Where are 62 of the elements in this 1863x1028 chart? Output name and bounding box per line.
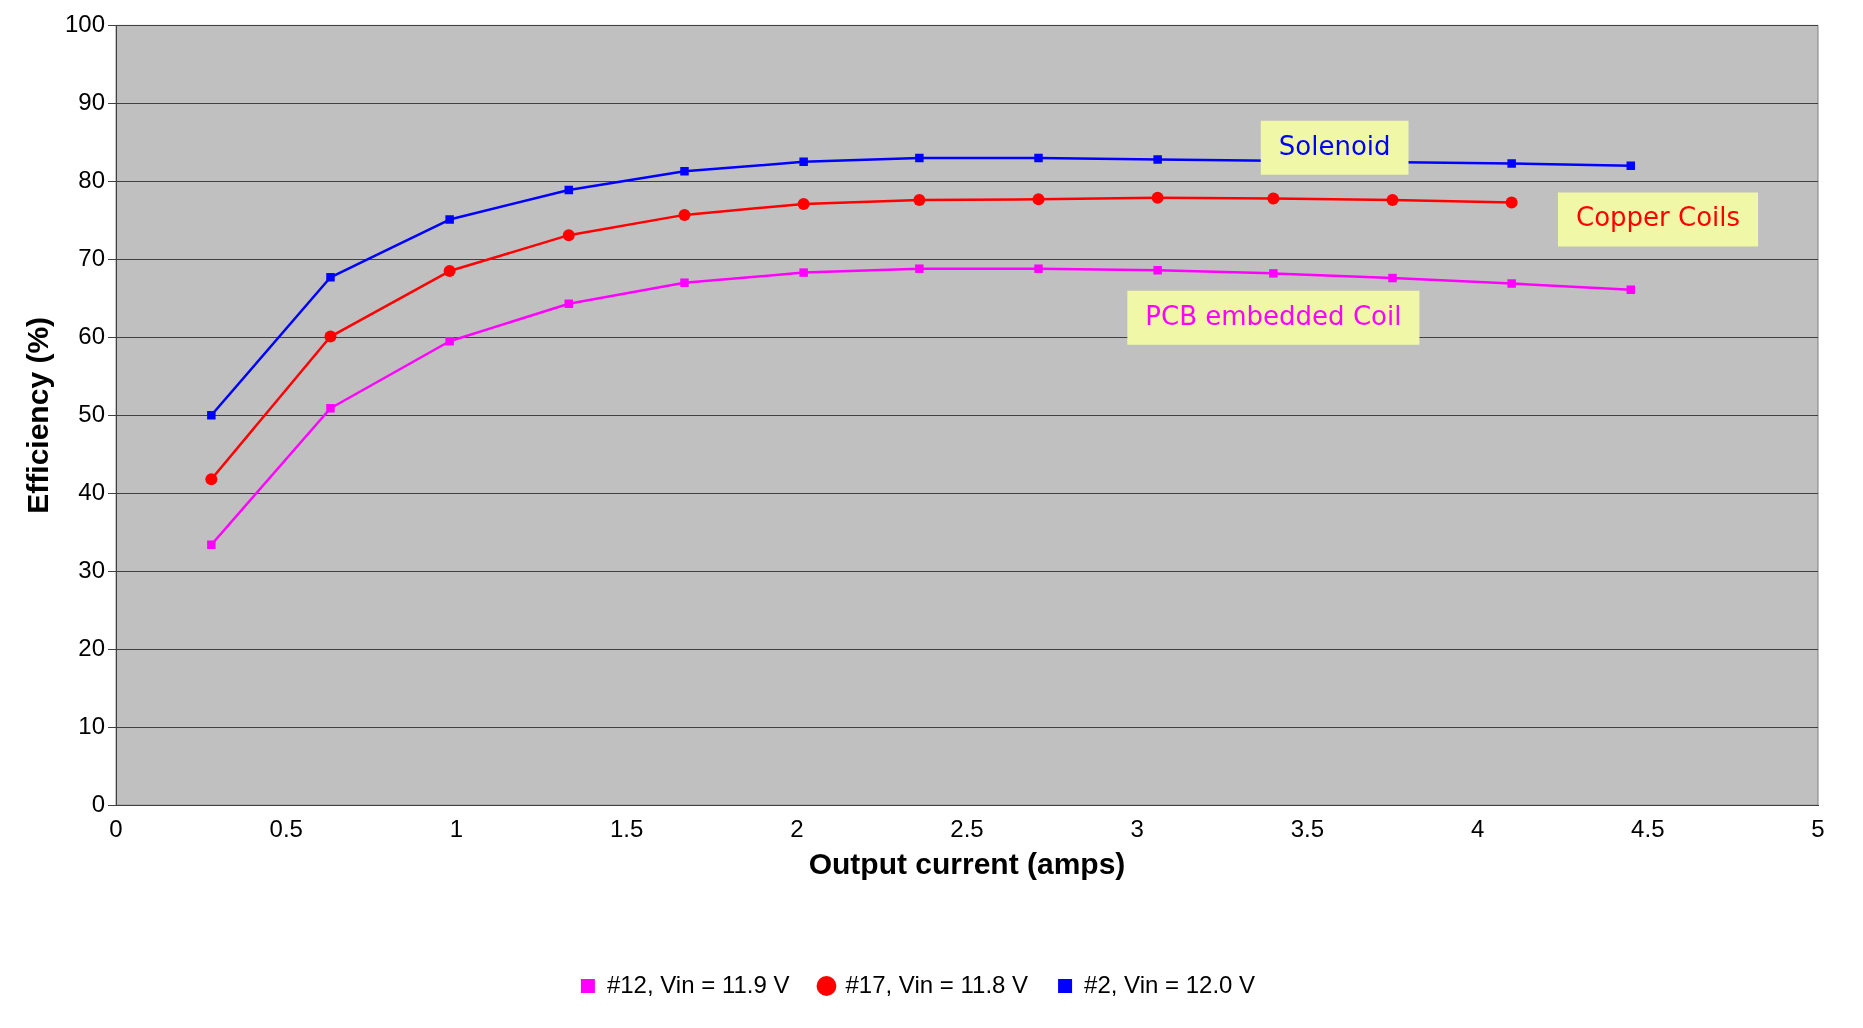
x-tick-label: 1	[449, 815, 464, 843]
point	[1388, 273, 1397, 283]
point	[1034, 264, 1043, 273]
point	[1507, 159, 1516, 168]
x-tick-label: 1.5	[609, 815, 644, 843]
x-tick-label: 5	[1811, 815, 1825, 843]
point	[797, 197, 810, 210]
legend-label: #2, Vin = 12.0 V	[1084, 970, 1256, 998]
point	[207, 540, 216, 549]
point	[207, 411, 216, 420]
x-tick-label: 0.5	[269, 815, 303, 843]
point	[1505, 196, 1518, 209]
point	[562, 229, 575, 242]
y-tick-label: 100	[65, 10, 106, 38]
point	[1032, 193, 1045, 206]
point	[1386, 194, 1399, 207]
point	[1034, 153, 1043, 163]
y-tick-label: 70	[78, 243, 106, 271]
y-tick-label: 60	[78, 321, 106, 349]
point	[1153, 155, 1162, 164]
point	[799, 157, 808, 167]
point	[915, 264, 924, 273]
point	[445, 215, 454, 224]
y-tick-label: 20	[78, 633, 106, 661]
point	[326, 404, 335, 413]
x-tick-label: 2.5	[950, 815, 984, 843]
x-tick-label: 2	[790, 815, 804, 843]
x-tick-label: 4	[1470, 815, 1485, 843]
point	[445, 336, 454, 346]
x-tick-label: 3.5	[1290, 815, 1325, 843]
y-tick-label: 40	[78, 477, 106, 505]
x-axis-title: Output current (amps)	[808, 847, 1126, 881]
point	[1507, 279, 1516, 288]
point	[915, 153, 924, 163]
point	[324, 330, 337, 343]
point	[913, 194, 926, 207]
y-tick-label: 0	[91, 789, 106, 817]
point	[1153, 266, 1162, 275]
x-tick-label: 3	[1130, 815, 1144, 843]
y-axis-title: Efficiency (%)	[21, 316, 55, 514]
y-tick-label: 10	[78, 711, 106, 739]
point	[799, 268, 808, 277]
legend-label: #12, Vin = 11.9 V	[606, 970, 790, 998]
point	[678, 208, 691, 221]
y-tick-label: 30	[78, 555, 106, 583]
point	[680, 278, 689, 287]
y-tick-label: 80	[78, 165, 106, 193]
point	[205, 473, 218, 486]
annotation: Solenoid	[1278, 130, 1391, 161]
point	[1269, 269, 1278, 278]
annotation: Copper Coils	[1575, 202, 1741, 233]
x-tick-label: 0	[109, 815, 123, 843]
y-tick-label: 90	[78, 88, 106, 115]
point	[1267, 192, 1280, 205]
x-tick-label: 4.5	[1631, 815, 1665, 843]
point	[680, 166, 689, 176]
point	[326, 273, 335, 282]
annotation: PCB embedded Coil	[1145, 300, 1402, 331]
y-tick-label: 50	[78, 399, 106, 427]
point	[1151, 191, 1164, 204]
point	[443, 265, 456, 278]
legend-label: #17, Vin = 11.8 V	[845, 970, 1029, 998]
